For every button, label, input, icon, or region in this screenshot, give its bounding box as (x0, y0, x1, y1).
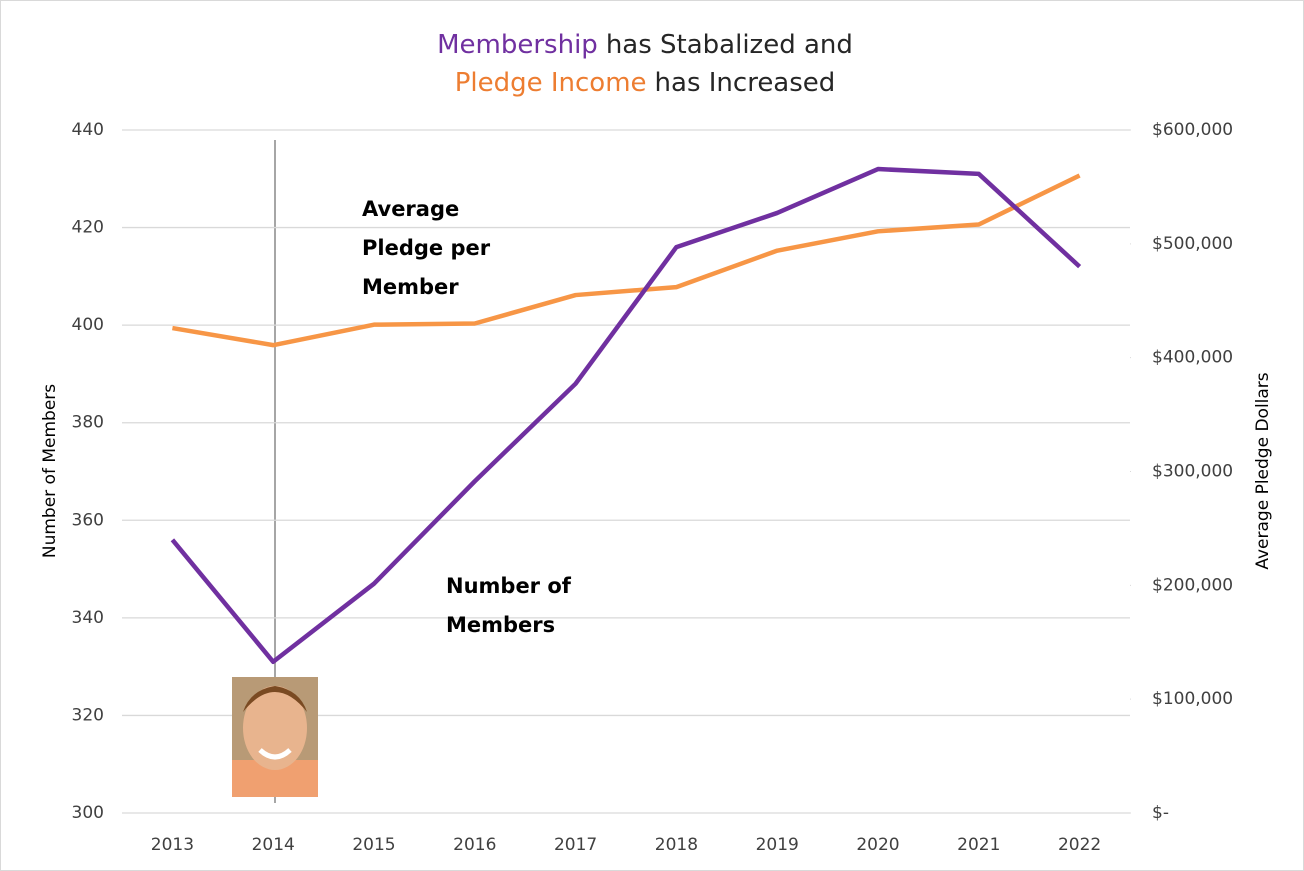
photo (232, 677, 318, 797)
annotation: Members (446, 613, 555, 637)
x-tick-label: 2015 (352, 835, 395, 855)
y2-tick-label: $100,000 (1152, 689, 1233, 709)
title-part: Membership (437, 30, 598, 60)
annotation: Pledge per (362, 236, 491, 260)
title-part: has Increased (655, 68, 836, 98)
y2-tick-label: $500,000 (1152, 234, 1233, 254)
annotation: Average (362, 197, 459, 221)
annotation: Number of (446, 574, 572, 598)
y-tick-label: 340 (72, 608, 104, 628)
y2-axis-label: Average Pledge Dollars (1253, 372, 1273, 569)
x-tick-label: 2017 (554, 835, 597, 855)
x-tick-label: 2013 (151, 835, 194, 855)
x-tick-label: 2021 (957, 835, 1000, 855)
x-tick-label: 2020 (856, 835, 899, 855)
y2-tick-label: $200,000 (1152, 575, 1233, 595)
y2-tick-label: $600,000 (1152, 120, 1233, 140)
y-tick-label: 300 (72, 803, 104, 823)
data-line (172, 173, 1081, 348)
y-tick-label: 420 (72, 218, 104, 238)
y-tick-label: 320 (72, 705, 104, 725)
y-tick-label: 360 (72, 510, 104, 530)
y-tick-label: 440 (72, 120, 104, 140)
y2-tick-label: $- (1152, 803, 1169, 823)
data-line (170, 166, 1082, 665)
y2-tick-label: $300,000 (1152, 462, 1233, 482)
y2-tick-label: $400,000 (1152, 348, 1233, 368)
y-tick-label: 400 (72, 315, 104, 335)
y-axis-label: Number of Members (40, 384, 60, 558)
x-tick-label: 2016 (453, 835, 496, 855)
chart-title: Pledge Income has Increased (455, 68, 836, 98)
x-tick-label: 2018 (655, 835, 698, 855)
x-tick-label: 2019 (756, 835, 799, 855)
chart-title: Membership has Stabalized and (437, 30, 853, 60)
annotation: Member (362, 275, 459, 299)
x-tick-label: 2022 (1058, 835, 1101, 855)
x-tick-label: 2014 (252, 835, 295, 855)
title-part: has Stabalized and (606, 30, 853, 60)
title-part: Pledge Income (455, 68, 647, 98)
y-tick-label: 380 (72, 413, 104, 433)
